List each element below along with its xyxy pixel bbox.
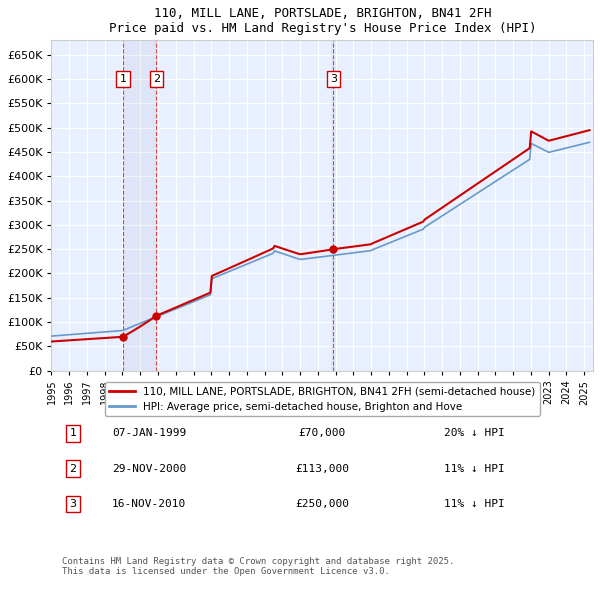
Text: 11% ↓ HPI: 11% ↓ HPI: [443, 464, 504, 474]
Text: £70,000: £70,000: [299, 428, 346, 438]
Text: 2: 2: [153, 74, 160, 84]
Text: 1: 1: [70, 428, 77, 438]
Text: 3: 3: [70, 499, 77, 509]
Bar: [331, 40, 336, 371]
Text: 11% ↓ HPI: 11% ↓ HPI: [443, 499, 504, 509]
Title: 110, MILL LANE, PORTSLADE, BRIGHTON, BN41 2FH
Price paid vs. HM Land Registry's : 110, MILL LANE, PORTSLADE, BRIGHTON, BN4…: [109, 7, 536, 35]
Text: £250,000: £250,000: [295, 499, 349, 509]
Text: 2: 2: [70, 464, 77, 474]
Bar: [123, 40, 157, 371]
Text: £113,000: £113,000: [295, 464, 349, 474]
Text: 20% ↓ HPI: 20% ↓ HPI: [443, 428, 504, 438]
Text: 29-NOV-2000: 29-NOV-2000: [112, 464, 186, 474]
Text: 16-NOV-2010: 16-NOV-2010: [112, 499, 186, 509]
Text: 07-JAN-1999: 07-JAN-1999: [112, 428, 186, 438]
Legend: 110, MILL LANE, PORTSLADE, BRIGHTON, BN41 2FH (semi-detached house), HPI: Averag: 110, MILL LANE, PORTSLADE, BRIGHTON, BN4…: [105, 382, 540, 416]
Text: 3: 3: [330, 74, 337, 84]
Text: 1: 1: [119, 74, 127, 84]
Text: Contains HM Land Registry data © Crown copyright and database right 2025.
This d: Contains HM Land Registry data © Crown c…: [62, 556, 455, 576]
